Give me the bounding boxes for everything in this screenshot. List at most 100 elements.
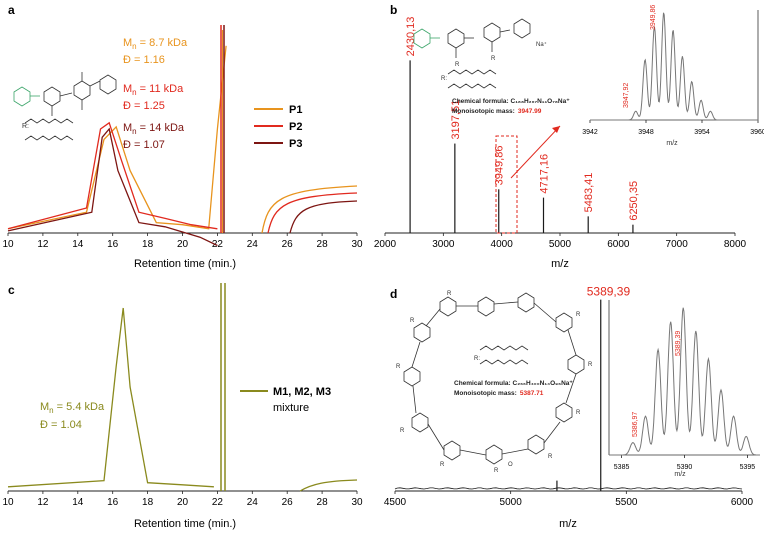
b-peak-label-0: 2430,13 xyxy=(405,17,417,57)
legend-p1-label: P1 xyxy=(289,104,302,116)
panel-d-inset: 5385 5390 5395 m/z 5386,97 5389,39 xyxy=(608,300,760,478)
panel-c-letter: c xyxy=(8,283,15,297)
panel-d: d 4500 5000 5500 6000 m/z 5389,39 5385 5390 5… xyxy=(384,285,760,530)
c-tick-label-5: 20 xyxy=(177,497,189,508)
r-sub-b1: R xyxy=(455,62,460,68)
a-tick-label-3: 16 xyxy=(107,239,119,250)
r-label-d7: R xyxy=(440,462,445,468)
tail-p2 xyxy=(267,192,358,234)
panel-c-legend: M1, M2, M3 mixture xyxy=(240,386,331,414)
b-tick-label-3: 5000 xyxy=(549,239,572,250)
a-tick-label-5: 20 xyxy=(177,239,189,250)
inset-b-ticks: 3942 3948 3954 3960 xyxy=(582,120,764,136)
phenyl-ring-a xyxy=(13,86,31,107)
inset-d-xlabel: m/z xyxy=(674,471,686,478)
panel-b-xlabel: m/z xyxy=(551,258,569,270)
c-tick-label-6: 22 xyxy=(212,497,224,508)
legend-p2-label: P2 xyxy=(289,121,302,133)
series-p3-line xyxy=(7,127,218,247)
phenyl-ring-b xyxy=(413,28,431,49)
mass-d: Monoisotopic mass: 5387.71 xyxy=(454,390,544,397)
b-tick-label-2: 4000 xyxy=(491,239,514,250)
panel-a: a 10 12 14 16 18 20 22 24 26 28 30 Retention time … xyxy=(2,3,363,270)
legend-p3-label: P3 xyxy=(289,138,302,150)
inset-b-xlabel: m/z xyxy=(666,140,678,147)
a-tick-label-9: 28 xyxy=(317,239,329,250)
molecule-structure-a xyxy=(13,72,117,141)
panel-c-ticks: 10 12 14 16 18 20 22 24 26 28 30 xyxy=(2,491,363,508)
formula-d: Chemical formula: C₂₆₆H₄₀₀N₁₄O₉₆Na⁺ xyxy=(454,380,573,387)
legend-mixture-extra: mixture xyxy=(273,402,309,414)
b-peak-label-3: 4717,16 xyxy=(539,154,551,194)
panel-a-ticks: 10 12 14 16 18 20 22 24 26 28 30 xyxy=(2,233,363,250)
panel-b: b 2000 3000 4000 5000 6000 7000 8000 m/z 2430,… xyxy=(374,3,764,270)
d-peak-label-0: 5389,39 xyxy=(587,285,631,299)
inset-d-ticks: 5385 5390 5395 xyxy=(614,455,756,471)
highlight-arrow xyxy=(510,125,561,179)
panel-a-legend: P1 P2 P3 xyxy=(254,104,302,150)
p1-mn-label: Mn = 8.7 kDa xyxy=(123,37,188,51)
panel-d-ticks: 4500 5000 5500 6000 xyxy=(384,491,754,508)
c-tick-label-3: 16 xyxy=(107,497,119,508)
legend-mixture-label: M1, M2, M3 xyxy=(273,386,331,398)
formula-b: Chemical formula: C₁₈₈H₂₆₇N₁₁O₇₈Na⁺ xyxy=(452,98,570,105)
panel-d-peaks: 5389,39 xyxy=(556,285,631,491)
b-tick-label-4: 6000 xyxy=(607,239,630,250)
b-inset-tick-label-2: 3954 xyxy=(694,129,710,136)
a-tick-label-4: 18 xyxy=(142,239,154,250)
c-tick-label-1: 12 xyxy=(37,497,49,508)
b-peak-label-5: 6250,35 xyxy=(628,181,640,221)
b-inset-tick-label-1: 3948 xyxy=(638,129,654,136)
mass-b: Monoisotopic mass: 3947.99 xyxy=(452,108,542,115)
inset-b-peak-label-2: 3949,86 xyxy=(650,5,657,30)
molecule-structure-d xyxy=(403,292,585,465)
d-tick-label-3: 6000 xyxy=(731,497,754,508)
mixture-dispersity-label: Đ = 1.04 xyxy=(40,419,82,431)
panel-b-inset: 3942 3948 3954 3960 m/z 3947,92 3949,86 xyxy=(582,5,764,147)
p2-mn-label: Mn = 11 kDa xyxy=(123,83,184,97)
inset-b-peak-label-1: 3947,92 xyxy=(623,83,630,108)
d-tick-label-0: 4500 xyxy=(384,497,407,508)
r-label-d1: R xyxy=(447,291,452,297)
c-tick-label-2: 14 xyxy=(72,497,84,508)
c-tick-label-9: 28 xyxy=(317,497,329,508)
a-tick-label-1: 12 xyxy=(37,239,49,250)
panel-a-letter: a xyxy=(8,3,15,17)
series-mixture-line xyxy=(7,307,214,488)
p3-mn-label: Mn = 14 kDa xyxy=(123,122,185,136)
a-tick-label-10: 30 xyxy=(351,239,363,250)
panel-a-xlabel: Retention time (min.) xyxy=(134,258,236,270)
inset-b-curve xyxy=(590,12,758,121)
tail-mixture xyxy=(299,479,358,492)
tail-p3 xyxy=(289,200,358,234)
mixture-mn-label: Mn = 5.4 kDa xyxy=(40,401,105,415)
b-tick-label-0: 2000 xyxy=(374,239,397,250)
p3-dispersity-label: Đ = 1.07 xyxy=(123,139,165,151)
series-p2-line xyxy=(7,121,218,230)
b-tick-label-6: 8000 xyxy=(724,239,747,250)
r-label-d5: R xyxy=(548,454,553,460)
b-inset-tick-label-3: 3960 xyxy=(750,129,764,136)
b-tick-label-5: 7000 xyxy=(666,239,689,250)
highlight-arrowhead xyxy=(552,126,560,133)
inset-d-peak-label-1: 5386,97 xyxy=(632,412,639,437)
r-label-d2: R xyxy=(576,312,581,318)
d-tick-label-1: 5000 xyxy=(500,497,523,508)
d-inset-tick-label-2: 5395 xyxy=(740,464,756,471)
a-tick-label-6: 22 xyxy=(212,239,224,250)
b-tick-label-1: 3000 xyxy=(432,239,455,250)
r-label-d9: R xyxy=(396,364,401,370)
c-tick-label-0: 10 xyxy=(2,497,14,508)
b-inset-tick-label-0: 3942 xyxy=(582,129,598,136)
o-label-d: O xyxy=(508,462,513,468)
a-tick-label-8: 26 xyxy=(282,239,294,250)
molecule-structure-b xyxy=(413,18,531,89)
na-label-b: Na⁺ xyxy=(536,41,547,48)
d-inset-tick-label-1: 5390 xyxy=(677,464,693,471)
d-inset-tick-label-0: 5385 xyxy=(614,464,630,471)
b-peak-label-4: 5483,41 xyxy=(583,173,595,213)
p1-dispersity-label: Đ = 1.16 xyxy=(123,54,165,66)
r-label-d4: R xyxy=(576,410,581,416)
a-tick-label-2: 14 xyxy=(72,239,84,250)
